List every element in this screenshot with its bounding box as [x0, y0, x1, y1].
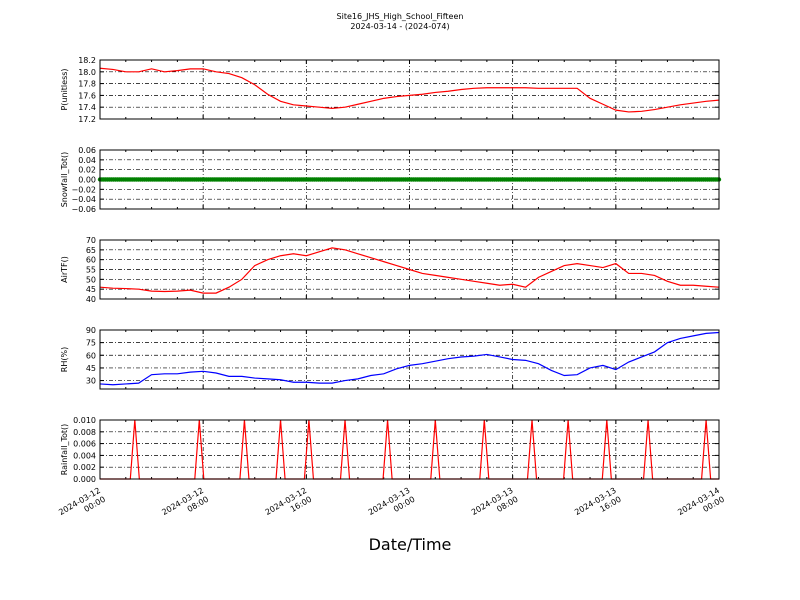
y-tick-label: 45 — [86, 285, 96, 294]
panels: 17.2 17.4 17.6 17.8 18.0 18.2 P(unitless) −0.06… — [60, 56, 722, 484]
y-axis-label: P(unitless) — [60, 68, 69, 110]
chart-title-line2: 2024-03-14 - (2024-074) — [350, 22, 449, 31]
y-tick-label: 40 — [86, 295, 96, 304]
y-tick-label: 60 — [86, 351, 96, 360]
panel-1: 17.2 17.4 17.6 17.8 18.0 18.2 P(unitless) — [60, 56, 720, 124]
panel-4: 30 45 60 75 90 RH(%) — [60, 326, 720, 390]
x-tick-label: 2024-03-1300:00 — [367, 486, 417, 526]
y-tick-label: −0.04 — [71, 195, 96, 204]
y-tick-label: 18.0 — [78, 68, 96, 77]
x-tick-label: 2024-03-1400:00 — [676, 486, 726, 526]
y-axis-label: RH(%) — [60, 347, 69, 372]
y-tick-label: −0.06 — [71, 205, 96, 214]
chart-title-line1: Site16_JHS_High_School_Fifteen — [337, 12, 464, 21]
y-axis-label: Rainfall_Tot() — [60, 424, 69, 476]
x-tick-label: 2024-03-1316:00 — [573, 486, 623, 526]
y-tick-label: 30 — [86, 377, 96, 386]
x-tick-label: 2024-03-1208:00 — [160, 486, 210, 526]
series-line — [99, 247, 720, 294]
series-line — [99, 331, 720, 386]
y-tick-label: 0.02 — [78, 166, 96, 175]
x-tick-labels: 2024-03-1200:00 2024-03-1208:00 2024-03-12… — [57, 486, 726, 526]
y-tick-label: −0.02 — [71, 185, 96, 194]
panel-5: 0.000 0.002 0.004 0.006 0.008 0.010 Rainfall_T… — [60, 416, 720, 484]
y-tick-label: 18.2 — [78, 56, 96, 65]
y-tick-label: 0.002 — [73, 463, 96, 472]
plot-frame — [99, 329, 720, 390]
y-tick-label: 17.6 — [78, 91, 96, 100]
x-tick-label: 2024-03-1200:00 — [57, 486, 107, 526]
y-tick-label: 50 — [86, 275, 96, 284]
y-tick-label: 0.010 — [73, 416, 96, 425]
x-tick-label: 2024-03-1216:00 — [264, 486, 314, 526]
y-tick-label: 17.8 — [78, 80, 96, 89]
y-tick-label: 0.00 — [78, 176, 96, 185]
x-tick-label: 2024-03-1308:00 — [470, 486, 520, 526]
y-tick-label: 55 — [86, 266, 96, 275]
y-tick-label: 17.2 — [78, 115, 96, 124]
y-tick-label: 90 — [86, 326, 96, 335]
plot-frame — [99, 59, 720, 120]
y-tick-label: 70 — [86, 236, 96, 245]
y-tick-label: 0.008 — [73, 428, 96, 437]
y-tick-label: 0.04 — [78, 156, 96, 165]
x-axis-label: Date/Time — [369, 535, 452, 554]
y-tick-label: 65 — [86, 246, 96, 255]
panel-2: −0.06−0.04−0.020.000.020.040.06 Snowfall_… — [60, 146, 722, 214]
y-tick-label: 17.4 — [78, 103, 96, 112]
plot-frame — [99, 419, 720, 480]
y-tick-label: 45 — [86, 364, 96, 373]
y-tick-label: 0.006 — [73, 440, 96, 449]
y-tick-label: 0.004 — [73, 451, 96, 460]
plot-frame — [99, 239, 720, 300]
y-tick-label: 0.06 — [78, 146, 96, 155]
plot-frame — [99, 149, 720, 210]
y-tick-label: 0.000 — [73, 475, 96, 484]
y-axis-label: Snowfall_Tot() — [60, 152, 69, 208]
y-axis-label: AirTF() — [60, 256, 69, 283]
y-tick-label: 60 — [86, 256, 96, 265]
y-tick-label: 75 — [86, 339, 96, 348]
series-line — [99, 67, 720, 113]
